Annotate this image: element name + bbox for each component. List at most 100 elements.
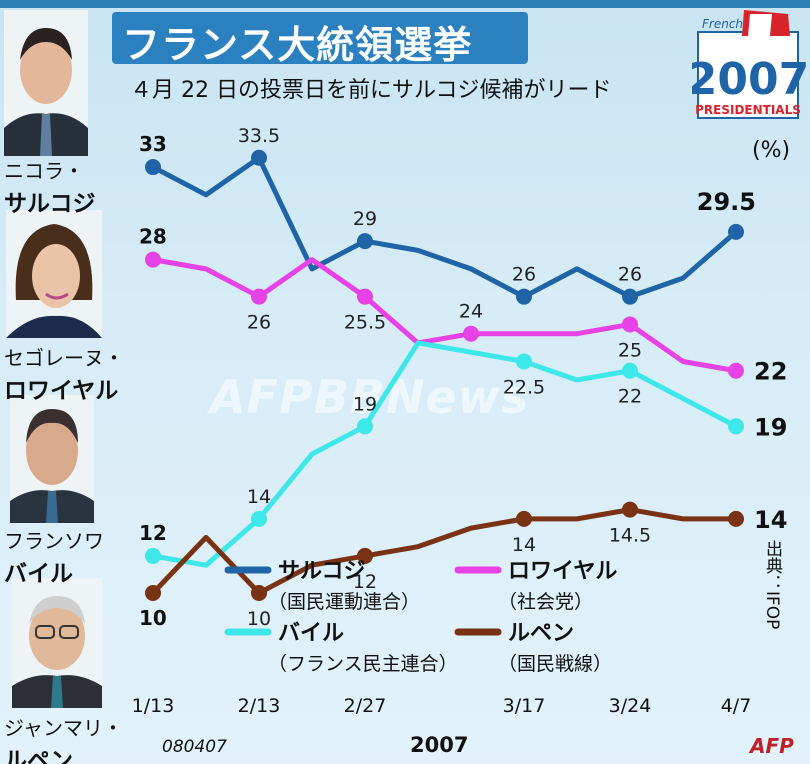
presidentials-2007-logo: French 2007 PRESIDENTIALS: [692, 10, 806, 119]
x-tick-label: 1/13: [132, 695, 175, 717]
data-point: [251, 584, 267, 601]
data-label: 29.5: [697, 188, 756, 216]
family-name: ルペン: [4, 748, 73, 764]
series-0: [145, 149, 744, 305]
x-tick-label: 2/13: [238, 695, 281, 717]
data-point: [728, 510, 744, 527]
series-line-0: [150, 155, 739, 300]
data-label: 33.5: [238, 125, 280, 147]
series-3: [145, 501, 744, 601]
data-point: [622, 316, 638, 333]
data-point: [463, 325, 479, 342]
logo-word: PRESIDENTIALS: [695, 103, 801, 117]
x-tick-label: 3/17: [503, 695, 546, 717]
data-label: 19: [353, 393, 377, 415]
data-point: [516, 353, 532, 370]
data-label: 22: [754, 358, 787, 386]
legend-party: （国民戦線）: [498, 653, 612, 675]
logo-small-text: French: [702, 17, 743, 31]
logo-year: 2007: [692, 54, 806, 105]
legend-name: サルコジ: [278, 559, 366, 584]
data-label: 24: [459, 301, 483, 323]
data-point: [728, 223, 744, 240]
data-label: 12: [139, 521, 167, 545]
data-point: [622, 362, 638, 379]
data-point: [516, 510, 532, 527]
data-label: 25.5: [344, 312, 386, 334]
series-1: [145, 251, 744, 379]
legend-name: バイル: [278, 621, 344, 646]
data-point: [357, 288, 373, 305]
data-label: 25: [618, 339, 642, 361]
family-name: サルコジ: [4, 191, 96, 217]
data-label: 29: [353, 208, 377, 230]
data-point: [357, 547, 373, 564]
watermark: AFPBBNews: [210, 370, 530, 424]
legend-party: （国民運動連合）: [268, 591, 420, 613]
data-label: 14: [754, 506, 787, 534]
given-name: ジャンマリ・: [4, 716, 123, 740]
data-label: 14: [247, 486, 271, 508]
data-point: [145, 547, 161, 564]
data-label: 26: [247, 312, 271, 334]
year-label: 2007: [410, 733, 469, 757]
afp-logo: AFP: [750, 734, 794, 758]
legend-party: （社会党）: [498, 591, 593, 613]
series-line-3: [150, 507, 739, 596]
data-point: [728, 418, 744, 435]
data-label: 22: [618, 386, 642, 408]
x-tick-label: 4/7: [721, 695, 752, 717]
data-label: 10: [139, 606, 167, 630]
data-label: 28: [139, 225, 167, 249]
data-point: [251, 510, 267, 527]
sarkozy-portrait: [4, 10, 88, 156]
legend-party: （フランス民主連合）: [268, 653, 458, 675]
given-name: セゴレーヌ・: [4, 346, 124, 370]
lepen-portrait: [12, 578, 102, 708]
page-title: フランス大統領選挙: [122, 23, 473, 67]
series-line-2: [150, 340, 739, 568]
source-label: 出典：IFOP: [762, 540, 782, 630]
data-point: [728, 362, 744, 379]
series-2: [145, 340, 744, 568]
data-point: [145, 584, 161, 601]
data-label: 12: [353, 571, 377, 593]
data-point: [251, 149, 267, 166]
data-label: 10: [247, 608, 271, 630]
x-tick-label: 2/27: [344, 695, 387, 717]
data-label: 14: [512, 534, 536, 556]
legend-name: ロワイヤル: [508, 559, 617, 584]
series-line-1: [150, 257, 739, 374]
data-label: 19: [754, 413, 787, 441]
data-point: [357, 233, 373, 250]
given-name: ニコラ・: [4, 159, 84, 183]
data-label: 22.5: [503, 376, 545, 398]
top-band: [0, 0, 810, 8]
data-label: 26: [512, 264, 536, 286]
x-tick-label: 3/24: [609, 695, 652, 717]
unit-label: (%): [752, 138, 791, 163]
data-point: [145, 251, 161, 268]
legend-name: ルペン: [508, 621, 574, 646]
royal-portrait: [6, 210, 102, 338]
data-label: 14.5: [609, 525, 651, 547]
data-point: [622, 288, 638, 305]
data-point: [145, 159, 161, 176]
title-box: [112, 12, 528, 64]
candidate-name-bayrou: フランソワ バイル: [4, 525, 104, 588]
subtitle: ４月 22 日の投票日を前にサルコジ候補がリード: [130, 78, 612, 103]
data-point: [357, 418, 373, 435]
candidate-name-sarkozy: ニコラ・ サルコジ: [4, 155, 96, 218]
family-name: ロワイヤル: [4, 378, 119, 404]
data-label: 33: [139, 132, 167, 156]
family-name: バイル: [4, 561, 73, 587]
candidate-name-royal: セゴレーヌ・ ロワイヤル: [4, 342, 124, 405]
data-point: [251, 288, 267, 305]
candidate-name-lepen: ジャンマリ・ ルペン: [4, 712, 123, 764]
code-label: 080407: [162, 737, 227, 757]
data-point: [516, 288, 532, 305]
given-name: フランソワ: [4, 529, 104, 553]
data-label: 26: [618, 264, 642, 286]
